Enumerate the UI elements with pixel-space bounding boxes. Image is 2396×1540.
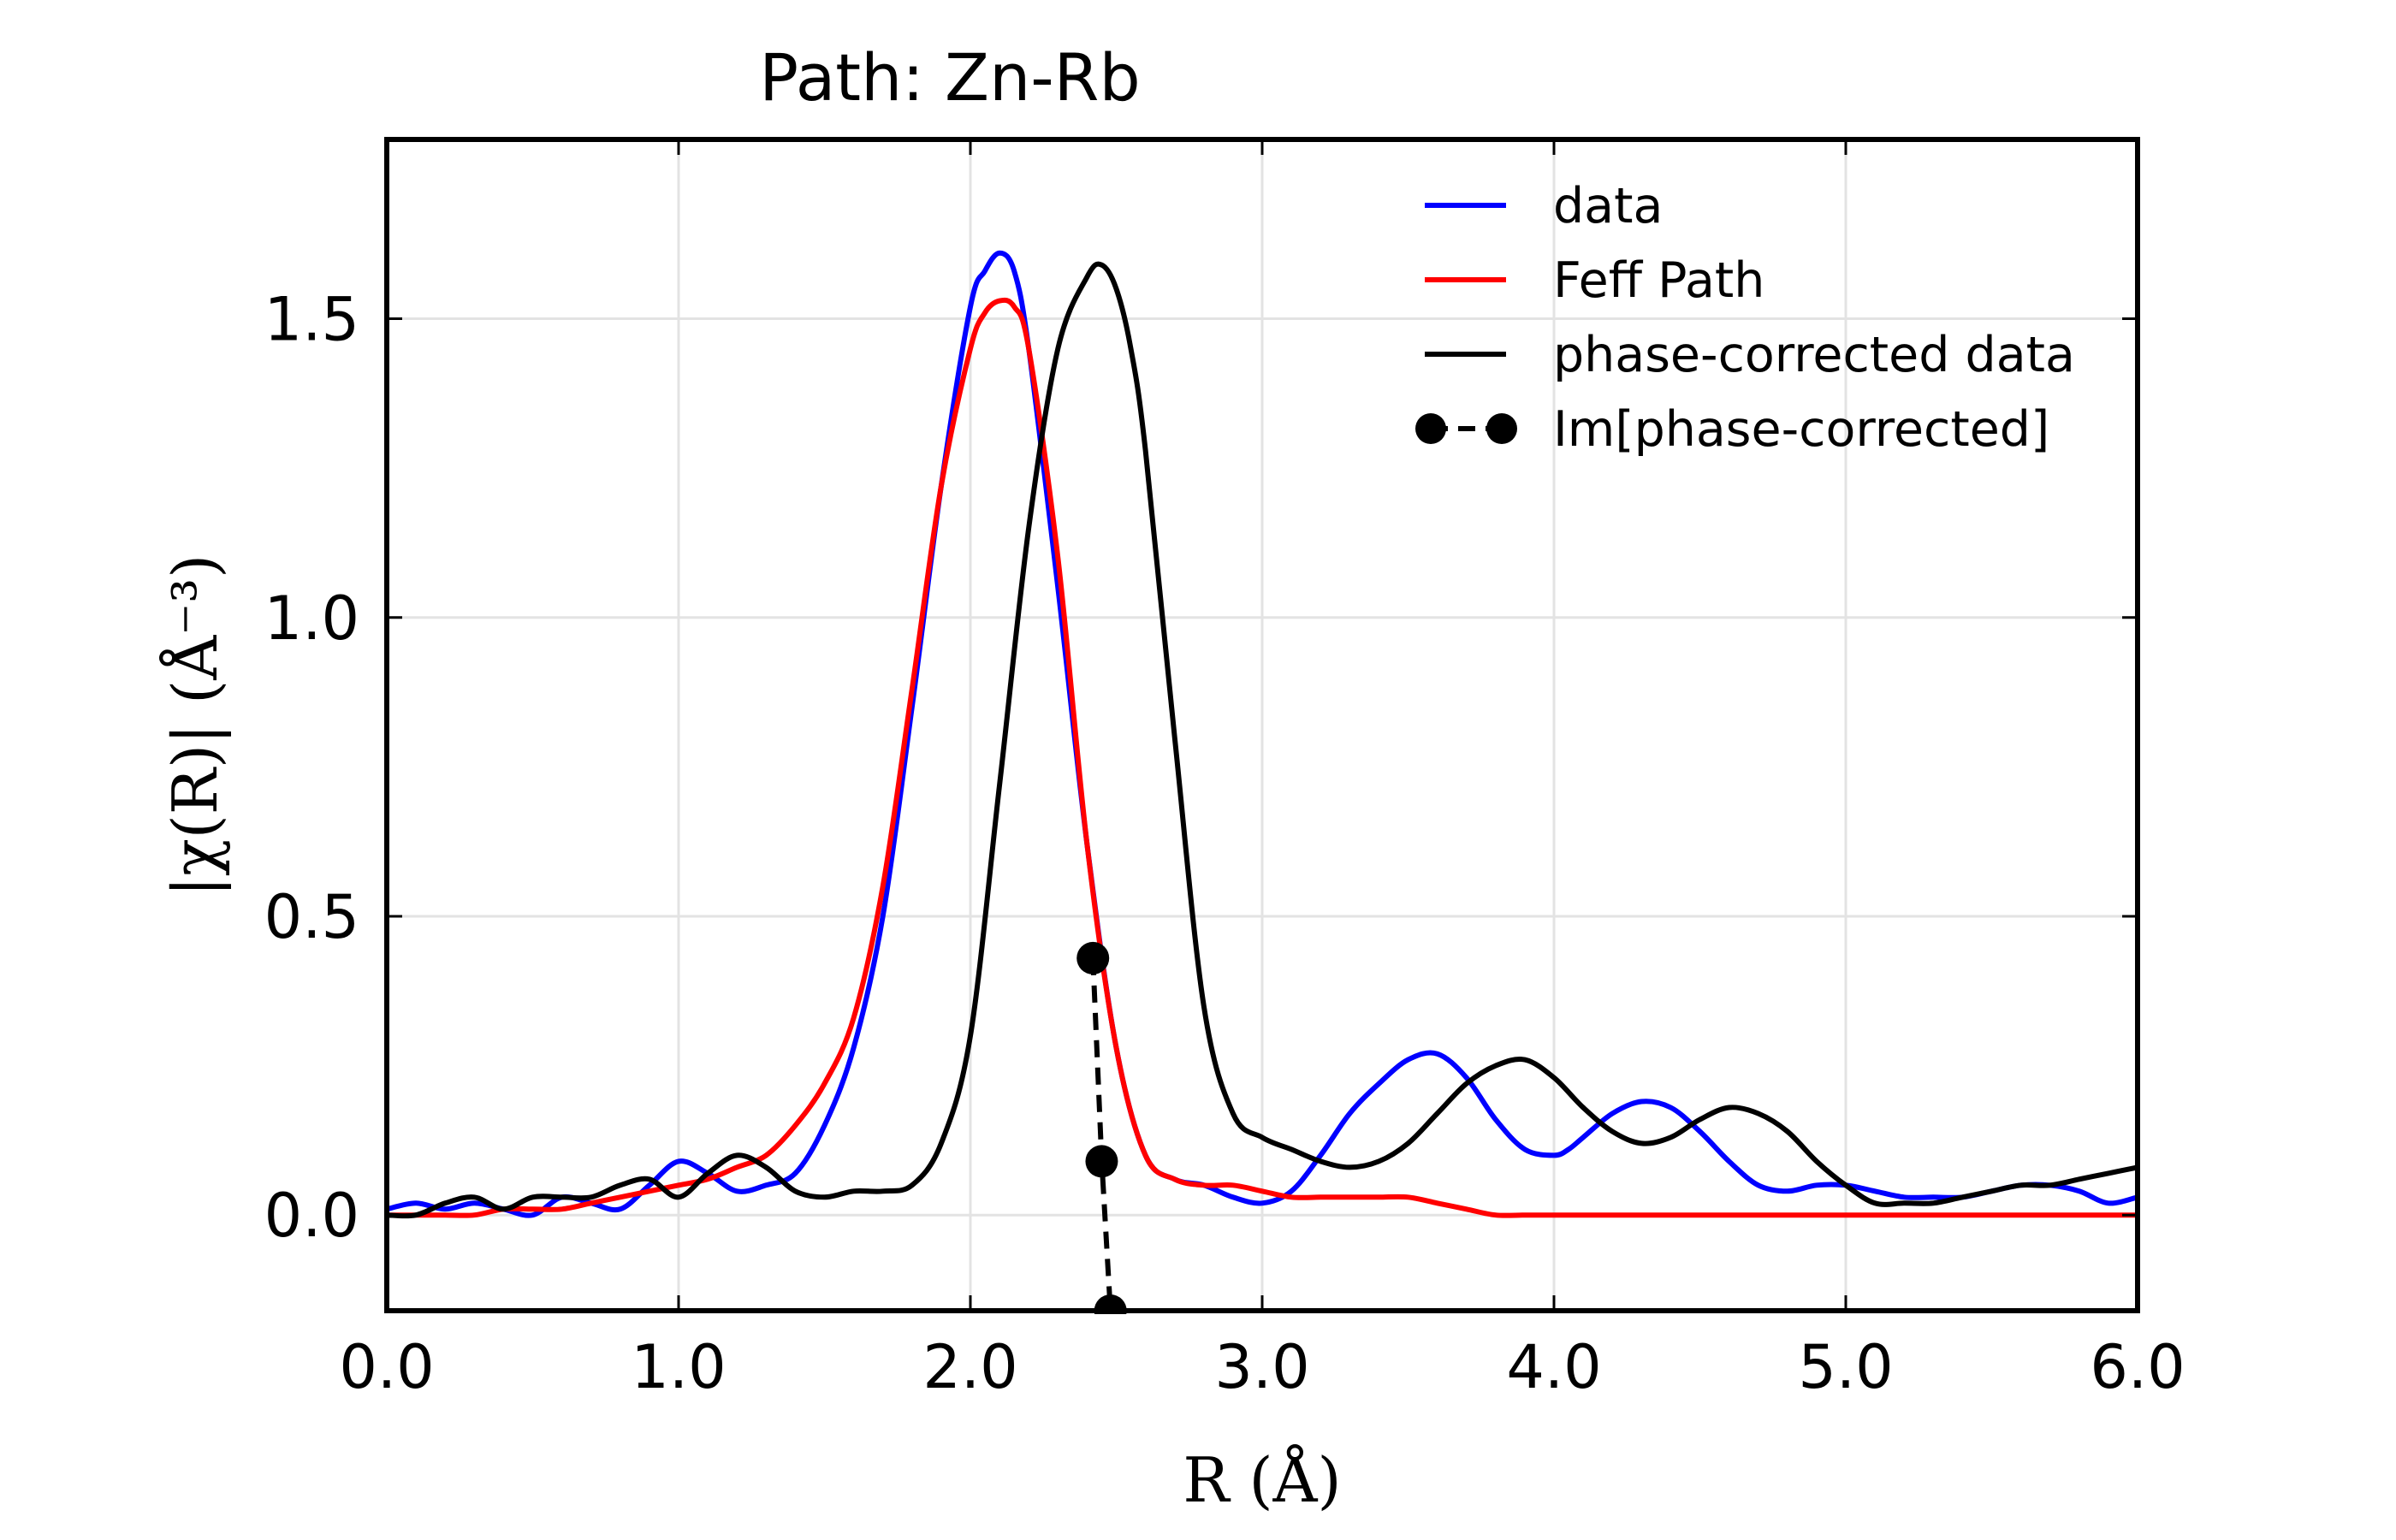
legend-marker	[1415, 413, 1446, 444]
series-marker-im-phase-corrected	[1085, 1145, 1118, 1178]
legend-label: phase-corrected data	[1553, 327, 2075, 383]
x-tick-label: 3.0	[1214, 1332, 1309, 1402]
x-tick-label: 6.0	[2090, 1332, 2185, 1402]
x-tick-label: 4.0	[1506, 1332, 1601, 1402]
x-tick-label: 5.0	[1798, 1332, 1893, 1402]
grid-lines	[385, 139, 2139, 1311]
y-tick-label: 0.0	[264, 1181, 359, 1251]
legend-label: Im[phase-corrected]	[1553, 401, 2049, 458]
chart-title: Path: Zn-Rb	[759, 39, 1140, 116]
x-tick-label: 1.0	[631, 1332, 726, 1402]
y-tick-label: 1.0	[264, 583, 359, 654]
y-tick-label: 1.5	[264, 285, 359, 355]
y-axis-label: |χ(R)| (Å⁻³)	[158, 554, 231, 897]
plot-series	[387, 250, 2138, 1314]
series-marker-im-phase-corrected	[1076, 941, 1110, 974]
x-axis-label: R (Å)	[1183, 1443, 1341, 1516]
y-tick-label: 0.5	[264, 882, 359, 952]
legend-label: Feff Path	[1553, 252, 1764, 309]
x-tick-label: 0.0	[339, 1332, 434, 1402]
legend: data Feff Path phase-corrected data Im[phas…	[1415, 178, 2075, 458]
axis-ticks: 0.0 1.0 2.0 3.0 4.0 5.0 6.0 0.0 0.5 1.0 1.5	[264, 139, 2185, 1402]
series-line-feff-path	[387, 297, 2138, 1218]
legend-marker	[1486, 413, 1517, 444]
legend-label: data	[1553, 178, 1663, 234]
x-tick-label: 2.0	[922, 1332, 1017, 1402]
series-line-phase-corrected-data	[387, 261, 2138, 1219]
